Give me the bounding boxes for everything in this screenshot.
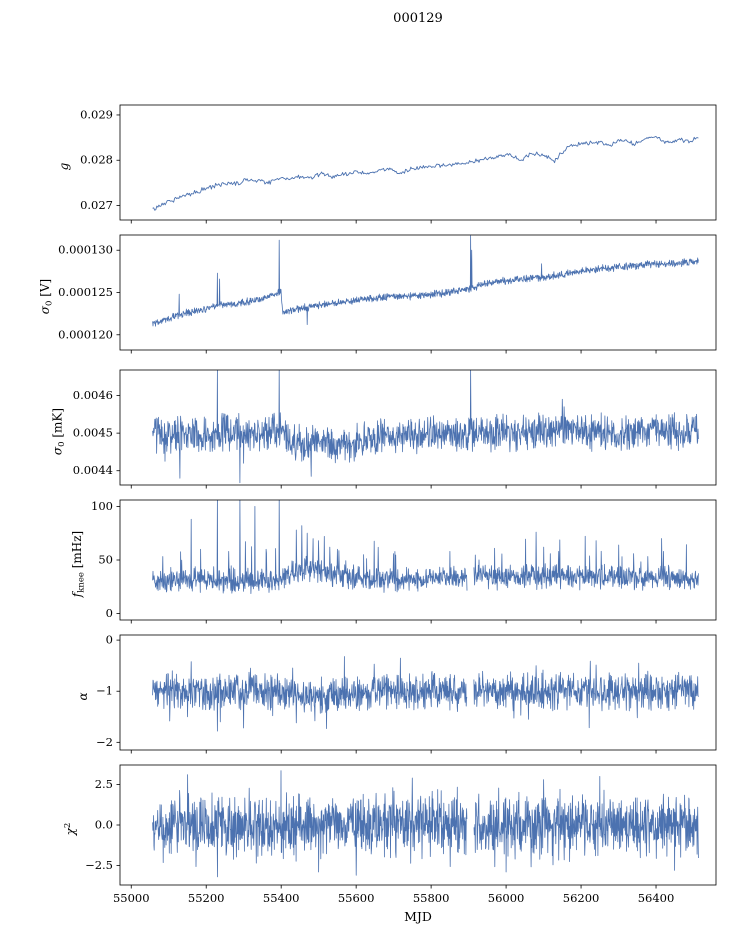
y-axis-label: α [76, 692, 90, 700]
y-axis-label: fknee [mHz] [70, 531, 87, 598]
x-tick-label: 56000 [488, 891, 525, 905]
y-tick-label: 0.0044 [73, 463, 113, 477]
y-tick-label: −2 [96, 735, 113, 749]
y-tick-label: 2.5 [95, 777, 113, 791]
y-tick-label: 0.0045 [73, 426, 113, 440]
panel-4: 0 −1 −2 α [76, 633, 717, 754]
x-tick-label: 55200 [188, 891, 225, 905]
x-tick-label: 55400 [263, 891, 300, 905]
panel-border [119, 104, 717, 221]
series-line [152, 235, 699, 327]
y-tick-label: 0.000120 [58, 327, 113, 341]
panel-border [119, 634, 717, 751]
y-axis-label: χ2 [63, 823, 78, 837]
panel-border [119, 499, 717, 621]
y-tick-label: 50 [98, 553, 113, 567]
panel-border [119, 234, 717, 351]
series-line [152, 500, 699, 594]
x-tick-label: 55600 [338, 891, 375, 905]
y-tick-label: 0.000125 [58, 285, 113, 299]
panel-3: 0 50 100 fknee [mHz] [70, 499, 717, 624]
x-axis-label: MJD [404, 909, 432, 924]
series-line [152, 370, 699, 484]
panel-0: 0.027 0.028 0.029 g [57, 104, 717, 224]
x-tick-label: 56400 [638, 891, 675, 905]
y-tick-label: −2.5 [85, 858, 113, 872]
panel-2: 0.0044 0.0045 0.0046 σ0 [mK] [51, 369, 717, 489]
y-axis-label: σ0 [V] [38, 279, 55, 314]
y-axis-label: g [57, 162, 71, 170]
y-tick-label: 0 [106, 606, 113, 620]
series-line [152, 770, 699, 878]
panels: 0.027 0.028 0.029 g 0.000120 0.000125 0.000130… [38, 104, 717, 905]
series-line [152, 656, 699, 732]
panel-border [119, 369, 717, 486]
y-tick-label: 0.027 [80, 198, 113, 212]
figure-title: 000129 [393, 11, 443, 26]
y-tick-label: 0.028 [80, 153, 113, 167]
series-line [152, 136, 699, 211]
x-tick-label: 55800 [413, 891, 450, 905]
y-tick-label: 0.029 [80, 107, 113, 121]
y-tick-label: 0.000130 [58, 243, 113, 257]
y-tick-label: −1 [96, 684, 113, 698]
y-tick-label: 0 [106, 633, 113, 647]
panel-1: 0.000120 0.000125 0.000130 σ0 [V] [38, 234, 717, 354]
x-tick-label: 55000 [113, 891, 150, 905]
y-axis-label: σ0 [mK] [51, 408, 68, 455]
x-tick-label: 56200 [563, 891, 600, 905]
panel-5: 2.5 0.0 −2.5 55000 55200 55400 55600 55800 56000… [63, 764, 717, 905]
y-tick-label: 100 [91, 499, 113, 513]
y-tick-label: 0.0 [95, 818, 113, 832]
y-tick-label: 0.0046 [73, 388, 113, 402]
